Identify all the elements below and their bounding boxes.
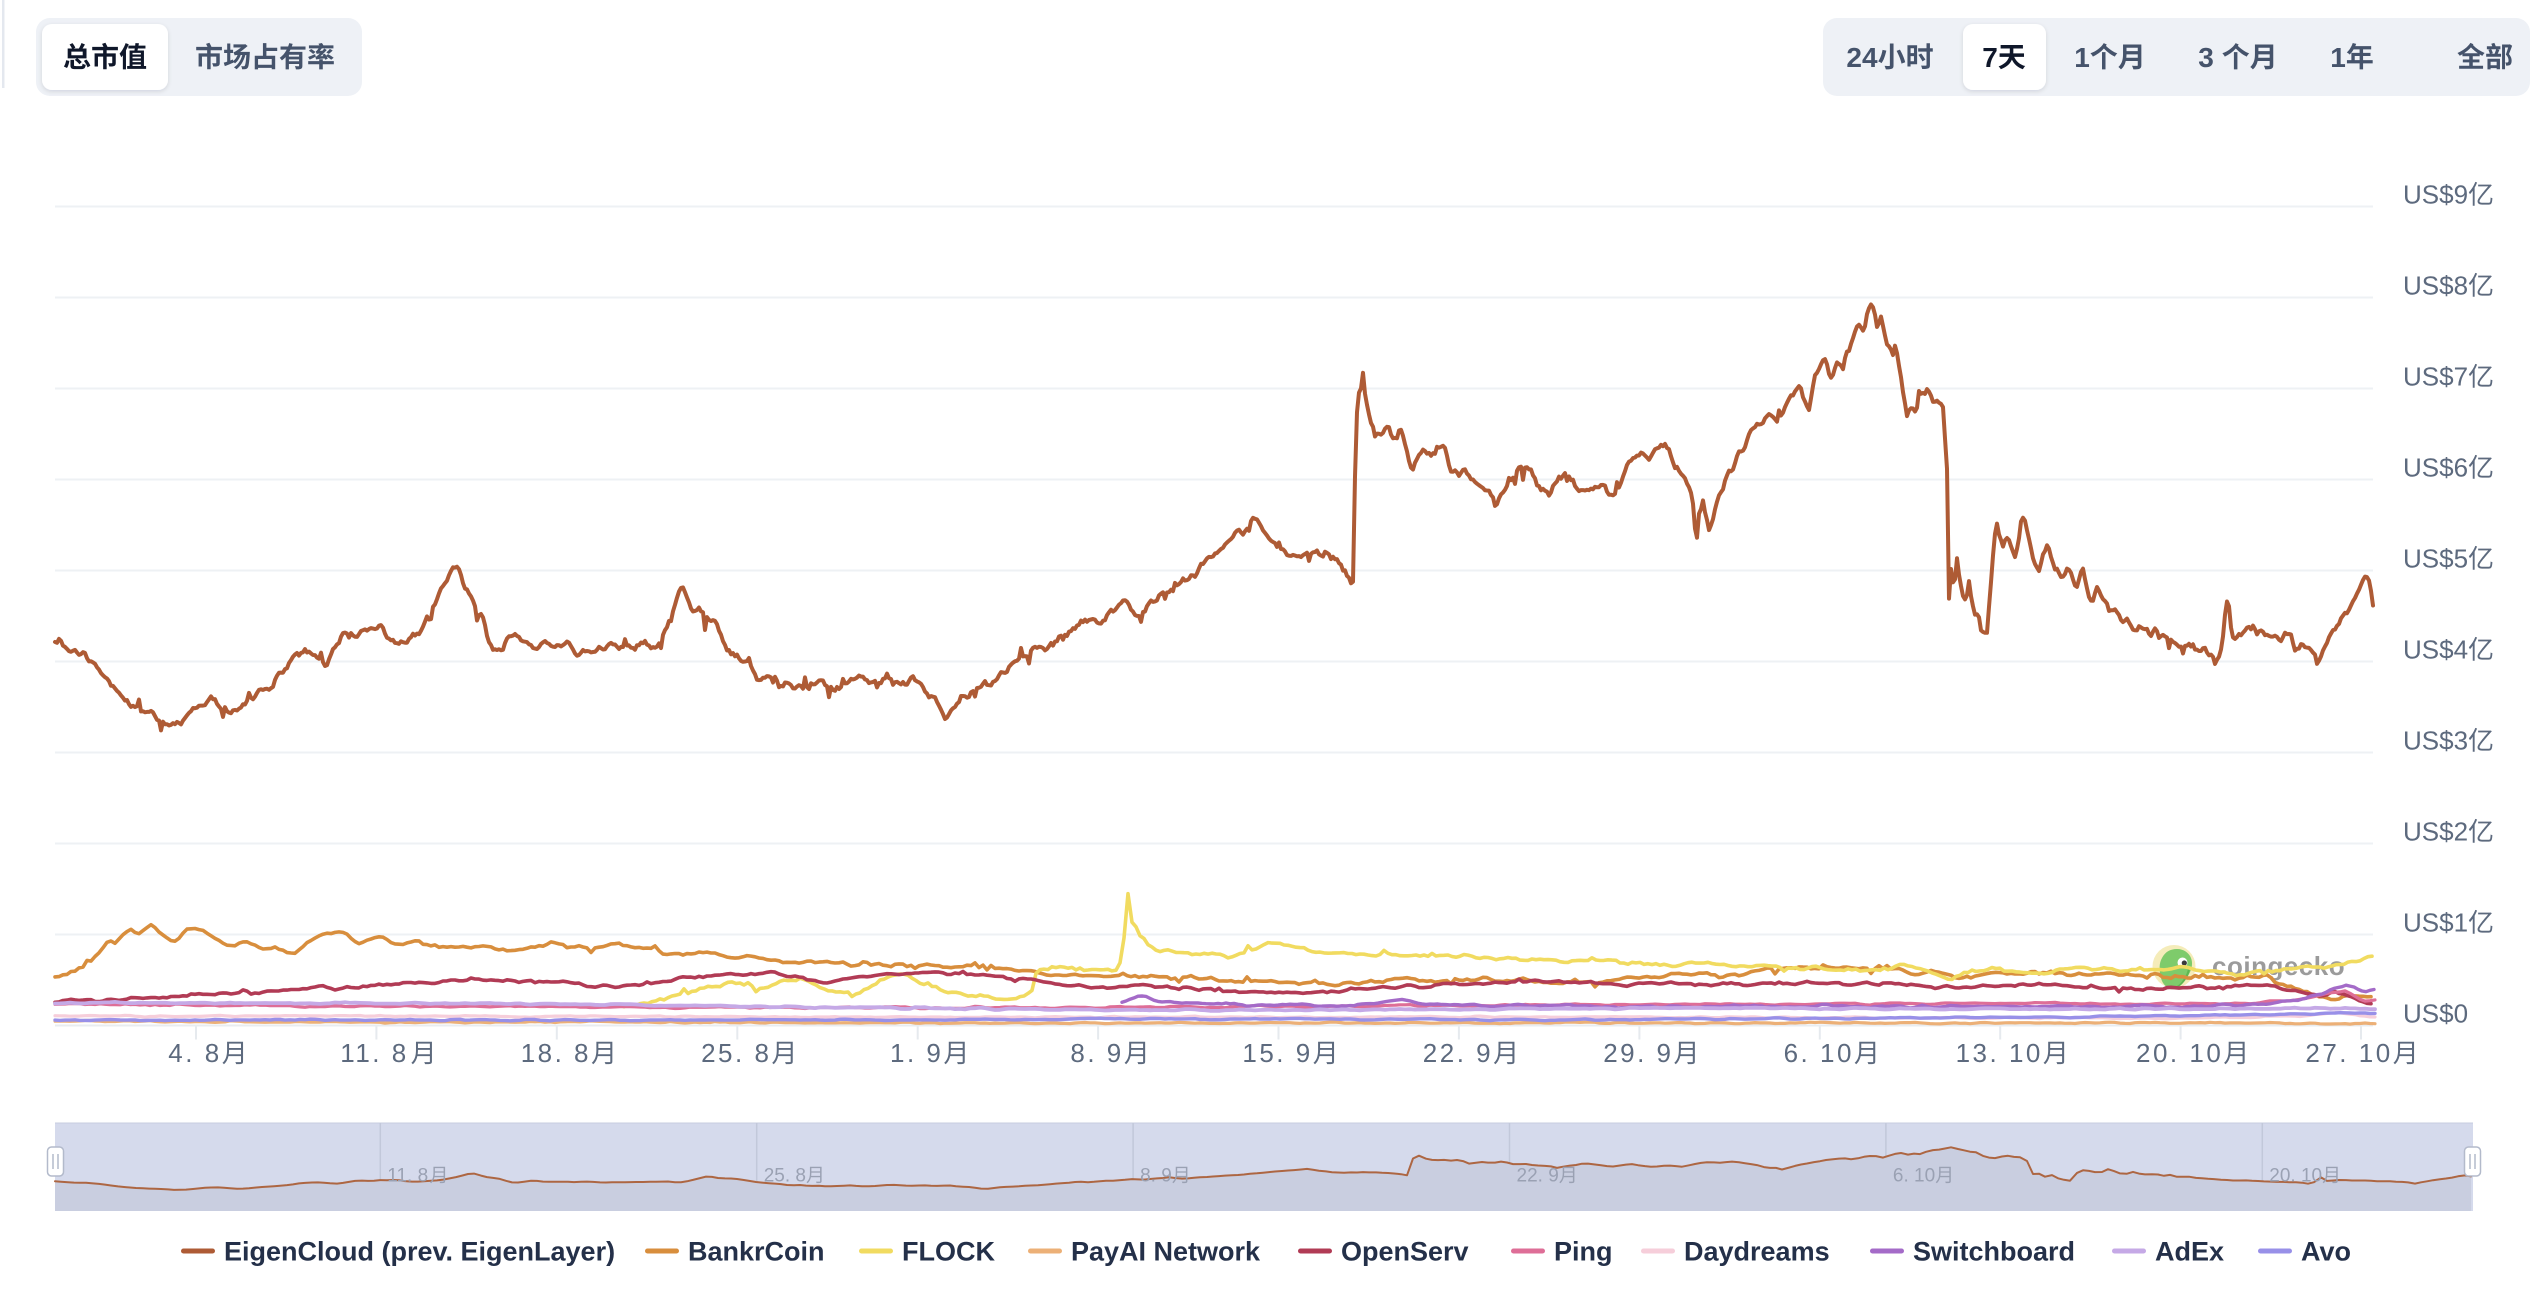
svg-text:11. 8: 11. 8 <box>387 1166 428 1187</box>
svg-text:FLOCK: FLOCK <box>902 1237 995 1267</box>
svg-text:25. 8: 25. 8 <box>701 1038 771 1068</box>
svg-text:27. 10: 27. 10 <box>2305 1038 2392 1068</box>
svg-text:OpenServ: OpenServ <box>1341 1237 1469 1267</box>
svg-text:Switchboard: Switchboard <box>1913 1237 2075 1267</box>
svg-text:22. 9: 22. 9 <box>1517 1166 1559 1187</box>
svg-text:6. 10: 6. 10 <box>1784 1038 1854 1068</box>
svg-text:US$3: US$3 <box>2403 726 2468 756</box>
svg-text:22. 9: 22. 9 <box>1423 1038 1493 1068</box>
svg-text:13. 10: 13. 10 <box>1956 1038 2043 1068</box>
svg-text:8. 9: 8. 9 <box>1070 1038 1123 1068</box>
svg-text:Avo: Avo <box>2301 1237 2351 1267</box>
svg-text:Ping: Ping <box>1554 1237 1613 1267</box>
svg-text:18. 8: 18. 8 <box>521 1038 591 1068</box>
svg-text:1: 1 <box>2330 42 2346 73</box>
svg-text:BankrCoin: BankrCoin <box>688 1237 825 1267</box>
svg-text:11. 8: 11. 8 <box>340 1038 408 1068</box>
svg-text:EigenCloud (prev. EigenLayer): EigenCloud (prev. EigenLayer) <box>224 1237 615 1267</box>
svg-text:US$1: US$1 <box>2403 908 2468 938</box>
svg-text:3: 3 <box>2198 42 2214 73</box>
svg-text:8. 9: 8. 9 <box>1140 1166 1172 1187</box>
svg-text:6. 10: 6. 10 <box>1893 1166 1935 1187</box>
svg-text:US$0: US$0 <box>2403 999 2468 1029</box>
svg-text:20. 10: 20. 10 <box>2269 1166 2322 1187</box>
svg-text:29. 9: 29. 9 <box>1603 1038 1673 1068</box>
svg-text:15. 9: 15. 9 <box>1242 1038 1312 1068</box>
svg-text:US$4: US$4 <box>2403 635 2468 665</box>
svg-text:US$8: US$8 <box>2403 271 2468 301</box>
svg-text:24: 24 <box>1846 42 1878 73</box>
svg-text:Daydreams: Daydreams <box>1684 1237 1830 1267</box>
svg-text:US$9: US$9 <box>2403 180 2468 210</box>
svg-text:25. 8: 25. 8 <box>764 1166 806 1187</box>
svg-text:AdEx: AdEx <box>2155 1237 2224 1267</box>
svg-text:PayAI Network: PayAI Network <box>1071 1237 1261 1267</box>
svg-text:US$5: US$5 <box>2403 544 2468 574</box>
svg-text:US$6: US$6 <box>2403 453 2468 483</box>
svg-text:4. 8: 4. 8 <box>168 1038 221 1068</box>
svg-text:US$7: US$7 <box>2403 362 2468 392</box>
svg-text:7: 7 <box>1982 42 1998 73</box>
svg-text:20. 10: 20. 10 <box>2136 1038 2223 1068</box>
svg-text:1. 9: 1. 9 <box>890 1038 943 1068</box>
svg-text:1: 1 <box>2074 42 2090 73</box>
svg-text:US$2: US$2 <box>2403 817 2468 847</box>
